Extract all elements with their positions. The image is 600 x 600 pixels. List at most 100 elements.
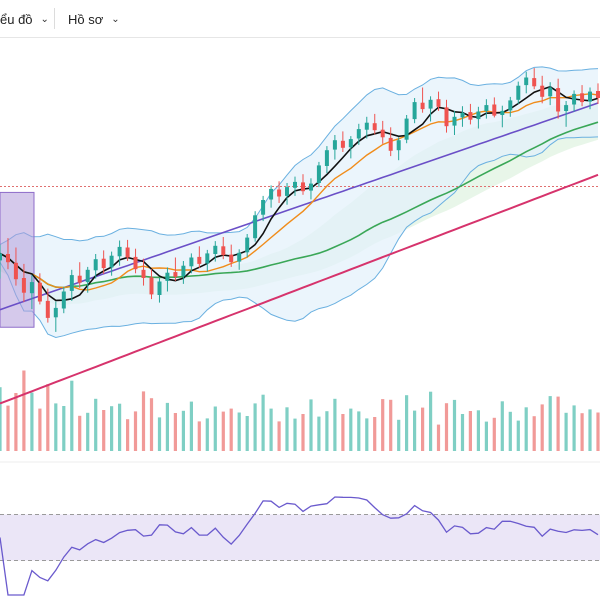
candle-body (45, 300, 50, 318)
candle-body (173, 272, 178, 277)
candle-body (524, 77, 529, 86)
volume-bar (452, 399, 457, 451)
candle-body (364, 122, 369, 130)
candle-body (516, 85, 521, 100)
candle-body (165, 272, 170, 281)
candle-body (596, 91, 600, 98)
candle-body (316, 165, 321, 183)
volume-bar (436, 424, 441, 451)
candle-body (181, 265, 186, 277)
candle-body (500, 110, 505, 115)
candle-body (13, 262, 18, 280)
candle-body (245, 237, 250, 253)
ma-200-line (0, 173, 599, 405)
candle-body (428, 99, 433, 109)
rsi-band (0, 514, 600, 561)
volume-bar (157, 417, 162, 451)
candle-body (508, 100, 513, 111)
volume-bar (22, 370, 26, 451)
chart-menu-button[interactable]: ểu đồ ⌄ (0, 8, 49, 30)
volume-bar (397, 419, 401, 451)
volume-bar (133, 411, 138, 451)
volume-bar (253, 403, 257, 451)
volume-bar (173, 413, 177, 451)
candle-body (269, 188, 274, 200)
profile-menu-label: Hồ sơ (68, 11, 104, 27)
volume-bar (229, 408, 233, 451)
candle-body (293, 181, 297, 188)
volume-bar (333, 398, 337, 451)
chart-menu-label: ểu đồ (0, 11, 33, 27)
volume-bar (6, 405, 10, 451)
volume-bar (556, 396, 560, 451)
candle-body (285, 187, 289, 196)
volume-bar (86, 412, 90, 451)
candle-body (332, 140, 337, 150)
candle-body (404, 118, 409, 140)
bollinger-upper (0, 66, 599, 246)
candle-body (388, 137, 393, 151)
volume-bar (118, 403, 122, 451)
volume-bar (389, 399, 393, 451)
candle-body (221, 246, 226, 256)
candle-body (340, 140, 345, 148)
candle-body (61, 291, 66, 309)
volume-bar (189, 401, 193, 451)
candle-body (564, 105, 569, 111)
volume-bar (309, 399, 313, 451)
candle-body (436, 99, 441, 107)
candle-body (149, 277, 154, 295)
candle-body (588, 91, 592, 102)
volume-bar (317, 416, 321, 451)
candle-body (492, 104, 497, 116)
volume-bar (181, 410, 185, 451)
volume-bar (301, 414, 305, 451)
volume-bar (62, 406, 66, 451)
volume-bar (421, 407, 425, 451)
candle-body (556, 88, 561, 112)
candle-body (412, 102, 417, 120)
highlight-zone (0, 191, 35, 328)
ma-slow-line (0, 102, 599, 311)
volume-bar (221, 411, 225, 451)
volume-bar (245, 416, 249, 451)
rsi-panel (0, 461, 600, 561)
candle-body (157, 281, 162, 295)
candle-body (117, 246, 122, 257)
candle-body (580, 93, 585, 103)
candle-body (468, 112, 473, 120)
volume-bar (484, 421, 488, 451)
candle-body (540, 85, 545, 97)
chevron-down-icon: ⌄ (40, 13, 49, 25)
volume-bar (468, 411, 472, 451)
volume-bar (532, 416, 536, 451)
volume-bar (405, 395, 409, 451)
volume-bar (149, 398, 154, 451)
profile-menu-button[interactable]: Hồ sơ ⌄ (68, 8, 120, 30)
bollinger-fill (0, 66, 598, 338)
candle-body (125, 247, 130, 258)
volume-bar (269, 408, 273, 451)
volume-bar (126, 419, 130, 451)
candle-body (29, 282, 34, 294)
candle-body (348, 139, 353, 148)
volume-bar (460, 414, 465, 451)
bollinger-bands (0, 66, 599, 339)
candle-body (237, 252, 242, 262)
volume-bar (357, 411, 361, 451)
volume-panel (0, 370, 600, 451)
volume-bar (476, 410, 480, 451)
candle-body (21, 278, 26, 293)
volume-bar (102, 410, 106, 451)
candle-body (324, 150, 329, 166)
candle-body (93, 259, 98, 271)
volume-bar (261, 394, 265, 451)
volume-bar (540, 404, 544, 451)
candle-body (460, 112, 465, 118)
volume-bar (508, 411, 512, 451)
chart-toolbar: ểu đồ ⌄ Hồ sơ ⌄ (0, 0, 600, 38)
candle-body (356, 129, 361, 139)
volume-bar (14, 393, 18, 451)
candle-body (301, 182, 305, 192)
